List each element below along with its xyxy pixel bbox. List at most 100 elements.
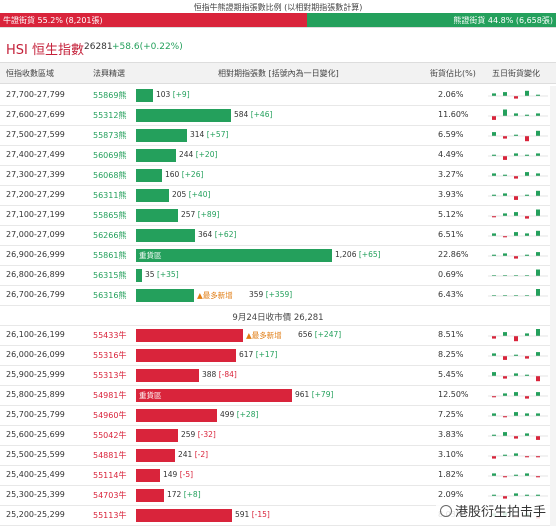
sparkline-bar [536, 329, 540, 336]
bull-contracts-bar [136, 489, 164, 502]
warrant-code-link[interactable]: 55873熊 [93, 131, 127, 140]
sparkline-bar [514, 134, 518, 136]
bear-contracts-bar [136, 149, 176, 162]
bull-contracts-bar [136, 409, 217, 422]
sparkline-bar [536, 476, 540, 478]
warrant-code-link[interactable]: 54960牛 [93, 411, 127, 420]
warrant-code-link[interactable]: 54881牛 [93, 451, 127, 460]
bull-contracts-bar: 重貨區 [136, 389, 292, 402]
contracts-number: 259 [181, 430, 196, 439]
sparkline-bar [536, 173, 540, 176]
contracts-value: 103 [+9] [156, 90, 190, 99]
sparkline-bar [514, 275, 518, 276]
table-header: 恒指收數區域 法興精選 相對期指張數 [括號內為一日變化] 街貨佔比(%) 五日… [0, 62, 556, 84]
outstanding-pct: 3.10% [438, 450, 464, 459]
warrant-code-link[interactable]: 56311熊 [93, 191, 127, 200]
contracts-change: [-2] [194, 450, 209, 459]
sparkline-bar [503, 136, 507, 139]
sparkline-bar [492, 132, 496, 136]
contracts-value: 584 [+46] [234, 110, 272, 119]
sparkline-bar [514, 256, 518, 259]
index-range: 25,700-25,799 [6, 410, 65, 419]
most-added-tag: ▲最多新增 [246, 331, 282, 340]
outstanding-pct: 5.12% [438, 210, 464, 219]
index-range: 26,700-26,799 [6, 290, 65, 299]
contracts-number: 160 [165, 170, 180, 179]
warrant-code-link[interactable]: 56068熊 [93, 171, 127, 180]
header-pct[interactable]: 街貨佔比(%) [430, 69, 476, 78]
warrant-code-link[interactable]: 55433牛 [93, 331, 127, 340]
contracts-value: 591 [-15] [235, 510, 270, 519]
contracts-change: [+8] [183, 490, 201, 499]
contracts-value: 1,206 [+65] [335, 250, 381, 259]
header-five-day[interactable]: 五日街貨變化 [492, 69, 540, 78]
warrant-code-link[interactable]: 56316熊 [93, 291, 127, 300]
warrant-code-link[interactable]: 55312熊 [93, 111, 127, 120]
contracts-value: 35 [+35] [145, 270, 179, 279]
bear-contracts-bar [136, 289, 194, 302]
contracts-change: [-15] [251, 510, 270, 519]
header-range[interactable]: 恒指收數區域 [6, 69, 54, 78]
contracts-value: 244 [+20] [179, 150, 217, 159]
contracts-value: 172 [+8] [167, 490, 201, 499]
index-range: 26,900-26,999 [6, 250, 65, 259]
warrant-code-link[interactable]: 56069熊 [93, 151, 127, 160]
header-code[interactable]: 法興精選 [93, 69, 125, 78]
sparkline-bar [503, 275, 507, 276]
contracts-value: 961 [+79] [295, 390, 333, 399]
outstanding-pct: 6.43% [438, 290, 464, 299]
warrant-code-link[interactable]: 55114牛 [93, 471, 127, 480]
warrant-code-link[interactable]: 54703牛 [93, 491, 127, 500]
sparkline-bar [514, 493, 518, 496]
sparkline-bar [503, 476, 507, 478]
sparkline-bar [536, 153, 540, 156]
header-contracts[interactable]: 相對期指張數 [括號內為一日變化] [218, 69, 339, 78]
contracts-value: 257 [+89] [181, 210, 219, 219]
warrant-code-link[interactable]: 55042牛 [93, 431, 127, 440]
warrant-code-link[interactable]: 55869熊 [93, 91, 127, 100]
sparkline-bar [503, 376, 507, 379]
sparkline-bar [503, 393, 507, 396]
contracts-number: 591 [235, 510, 250, 519]
bear-contracts-bar [136, 209, 178, 222]
sparkline-bar [492, 473, 496, 476]
sparkline-bar [525, 333, 529, 336]
scrollbar[interactable] [550, 86, 556, 526]
index-range: 25,200-25,299 [6, 510, 65, 519]
bear-table-row: 27,400-27,499 56069熊 244 [+20] 4.49% [0, 146, 556, 166]
bear-table-row: 27,300-27,399 56068熊 160 [+26] 3.27% [0, 166, 556, 186]
sparkline-bar [503, 213, 507, 216]
sparkline-bar [492, 434, 496, 436]
bear-table-row: 27,700-27,799 55869熊 103 [+9] 2.06% [0, 86, 556, 106]
sparkline-bar [514, 153, 518, 156]
index-range: 27,500-27,599 [6, 130, 65, 139]
sparkline-bar [536, 456, 540, 458]
sparkline-bar [514, 474, 518, 476]
warrant-code-link[interactable]: 54981牛 [93, 391, 127, 400]
sparkline-bar [536, 113, 540, 116]
sparkline-bar [492, 336, 496, 339]
sparkline-bar [492, 216, 496, 218]
warrant-code-link[interactable]: 55861熊 [93, 251, 127, 260]
bull-table-row: 25,600-25,699 55042牛 259 [-32] 3.83% [0, 426, 556, 446]
warrant-code-link[interactable]: 56266熊 [93, 231, 127, 240]
sparkline-bar [525, 473, 529, 476]
sparkline-bar [536, 269, 540, 276]
warrant-code-link[interactable]: 55865熊 [93, 211, 127, 220]
sparkline-bar [525, 114, 529, 116]
warrant-code-link[interactable]: 55113牛 [93, 511, 127, 520]
outstanding-pct: 6.59% [438, 130, 464, 139]
index-range: 25,300-25,399 [6, 490, 65, 499]
warrant-code-link[interactable]: 56315熊 [93, 271, 127, 280]
index-range: 27,000-27,099 [6, 230, 65, 239]
index-range: 26,000-26,099 [6, 350, 65, 359]
five-day-sparkline [488, 130, 548, 142]
warrant-code-link[interactable]: 55316牛 [93, 351, 127, 360]
index-summary: HSI 恒生指數 26281 +58.6(+0.22%) [0, 34, 556, 58]
watermark: 港股衍生拍击手 [435, 499, 550, 522]
contracts-number: 388 [202, 370, 217, 379]
bear-table-row: 26,700-26,799 56316熊 ▲最多新增 359 [+359] 6.43% [0, 286, 556, 306]
warrant-code-link[interactable]: 55313牛 [93, 371, 127, 380]
bull-contracts-bar [136, 329, 243, 342]
sparkline-bar [492, 93, 496, 96]
